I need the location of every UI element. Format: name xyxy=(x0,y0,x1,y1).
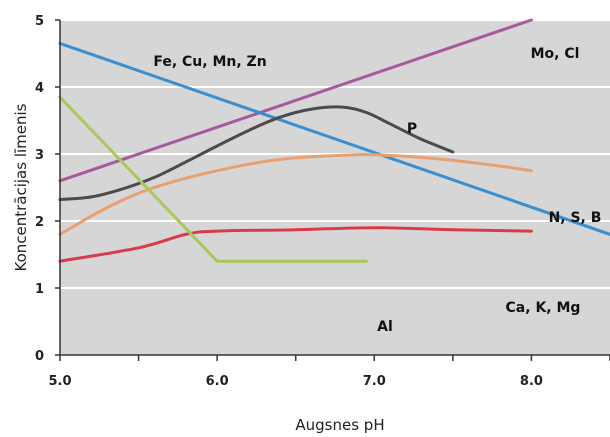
series-line-al xyxy=(58,95,368,263)
y-tick-label: 4 xyxy=(35,81,44,96)
x-axis-title: Augsnes pH xyxy=(295,416,384,434)
y-tick-label: 3 xyxy=(35,148,44,163)
series-label: Fe, Cu, Mn, Zn xyxy=(153,54,266,70)
axes xyxy=(55,19,610,361)
series-line-fe-cu-mn-zn xyxy=(58,41,610,236)
series-line-mo-cl xyxy=(58,18,533,183)
series-label: Mo, Cl xyxy=(531,46,580,62)
series-label: N, S, B xyxy=(549,210,602,226)
y-axis-title: Koncentrācijas līmenis xyxy=(12,103,30,271)
x-tick-label: 8.0 xyxy=(520,374,543,389)
series-label: P xyxy=(407,121,417,137)
tick-labels: 0 1 2 3 4 5 5.0 6.0 7.0 8.0 xyxy=(35,14,543,389)
series-layer xyxy=(58,18,610,263)
x-tick-label: 7.0 xyxy=(363,374,386,389)
x-tick-label: 6.0 xyxy=(206,374,229,389)
x-tick-label: 5.0 xyxy=(48,374,71,389)
series-label: Ca, K, Mg xyxy=(506,300,581,316)
series-line-p xyxy=(58,105,455,202)
y-tick-label: 5 xyxy=(35,14,44,29)
y-tick-label: 2 xyxy=(35,215,44,230)
series-label: Al xyxy=(377,319,393,335)
y-tick-label: 1 xyxy=(35,282,44,297)
series-line-n-s-b xyxy=(58,152,533,236)
series-line-ca-k-mg xyxy=(58,226,533,263)
series-labels: Mo, Cl Fe, Cu, Mn, Zn P N, S, B Ca, K, Mg Al xyxy=(153,46,601,335)
y-tick-label: 0 xyxy=(35,349,44,364)
